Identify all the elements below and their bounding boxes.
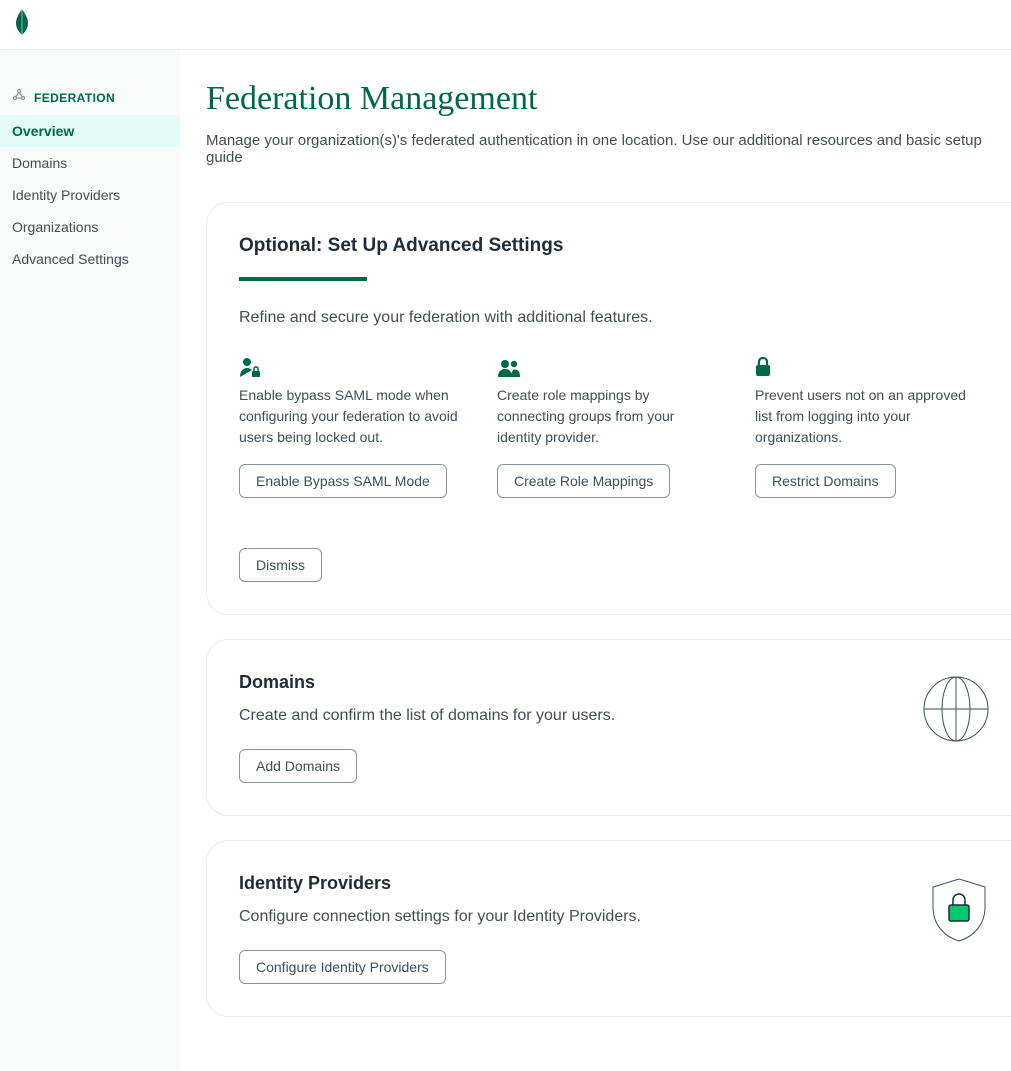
- title-underline: [239, 277, 367, 281]
- create-role-mappings-button[interactable]: Create Role Mappings: [497, 464, 670, 498]
- feature-role-mappings: Create role mappings by connecting group…: [497, 355, 721, 498]
- sidebar-item-advanced-settings[interactable]: Advanced Settings: [0, 243, 180, 275]
- sidebar-item-label: Organizations: [12, 219, 98, 235]
- mongodb-leaf-logo: [15, 7, 29, 42]
- lock-icon: [755, 355, 979, 377]
- topbar: [0, 0, 1011, 50]
- sidebar-item-domains[interactable]: Domains: [0, 147, 180, 179]
- shield-lock-icon: [929, 877, 989, 948]
- sidebar-header: FEDERATION: [0, 80, 180, 115]
- users-icon: [497, 355, 721, 377]
- dismiss-button[interactable]: Dismiss: [239, 548, 322, 582]
- feature-restrict-domains: Prevent users not on an approved list fr…: [755, 355, 979, 498]
- feature-text: Prevent users not on an approved list fr…: [755, 385, 979, 448]
- sidebar-item-label: Identity Providers: [12, 187, 120, 203]
- card-title: Optional: Set Up Advanced Settings: [239, 235, 979, 257]
- main-content: Federation Management Manage your organi…: [180, 50, 1011, 1071]
- globe-icon: [923, 676, 989, 747]
- sidebar-item-organizations[interactable]: Organizations: [0, 211, 180, 243]
- sidebar-item-label: Domains: [12, 155, 67, 171]
- identity-providers-card: Identity Providers Configure connection …: [206, 840, 1011, 1017]
- card-description: Create and confirm the list of domains f…: [239, 707, 979, 725]
- page-title: Federation Management: [206, 80, 1011, 118]
- page-subtitle: Manage your organization(s)'s federated …: [206, 132, 1011, 166]
- feature-text: Create role mappings by connecting group…: [497, 385, 721, 448]
- card-title: Identity Providers: [239, 873, 979, 894]
- federation-icon: [12, 88, 26, 107]
- sidebar-item-identity-providers[interactable]: Identity Providers: [0, 179, 180, 211]
- configure-identity-providers-button[interactable]: Configure Identity Providers: [239, 950, 446, 984]
- restrict-domains-button[interactable]: Restrict Domains: [755, 464, 896, 498]
- enable-bypass-saml-button[interactable]: Enable Bypass SAML Mode: [239, 464, 447, 498]
- card-description: Configure connection settings for your I…: [239, 908, 979, 926]
- sidebar-item-label: Advanced Settings: [12, 251, 129, 267]
- advanced-settings-card: Optional: Set Up Advanced Settings Refin…: [206, 202, 1011, 615]
- sidebar: FEDERATION Overview Domains Identity Pro…: [0, 50, 180, 1071]
- domains-card: Domains Create and confirm the list of d…: [206, 639, 1011, 816]
- add-domains-button[interactable]: Add Domains: [239, 749, 357, 783]
- user-lock-icon: [239, 355, 463, 377]
- sidebar-item-overview[interactable]: Overview: [0, 115, 180, 147]
- sidebar-item-label: Overview: [12, 123, 74, 139]
- card-title: Domains: [239, 672, 979, 693]
- feature-text: Enable bypass SAML mode when configuring…: [239, 385, 463, 448]
- card-description: Refine and secure your federation with a…: [239, 309, 979, 327]
- features-row: Enable bypass SAML mode when configuring…: [239, 355, 979, 498]
- feature-bypass-saml: Enable bypass SAML mode when configuring…: [239, 355, 463, 498]
- sidebar-header-label: FEDERATION: [34, 91, 115, 105]
